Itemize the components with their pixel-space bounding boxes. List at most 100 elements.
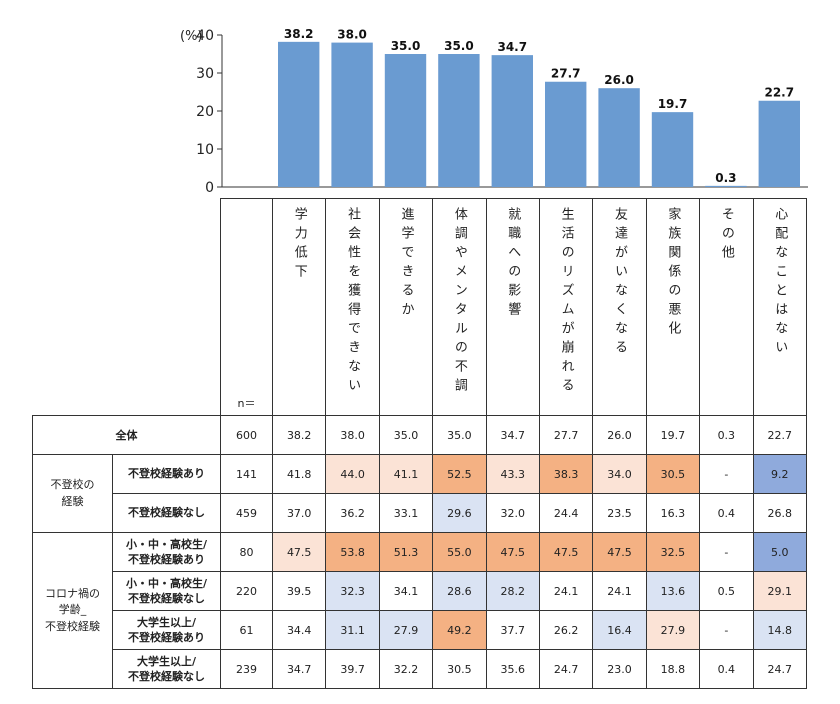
column-header-label: 生活のリズムが崩れる <box>558 207 574 397</box>
bar-7 <box>598 88 640 187</box>
row-label: 大学生以上/不登校経験なし <box>112 649 221 689</box>
table-cell: 19.7 <box>645 415 701 455</box>
y-unit-label: (%) <box>180 29 203 44</box>
bar-value-label: 19.7 <box>658 97 688 111</box>
bar-value-label: 35.0 <box>444 39 474 53</box>
column-header: 生活のリズムが崩れる <box>538 198 594 416</box>
table-cell: 27.9 <box>645 610 701 650</box>
table-cell: 34.1 <box>378 571 434 611</box>
table-cell: 37.0 <box>271 493 327 533</box>
table-cell: 41.1 <box>378 454 434 494</box>
column-header-label: 学力低下 <box>291 207 307 283</box>
bar-value-label: 26.0 <box>604 73 634 87</box>
table-cell: 32.5 <box>645 532 701 572</box>
bar-value-label: 38.2 <box>284 27 314 41</box>
n-value: 220 <box>220 571 273 611</box>
bar-value-label: 38.0 <box>337 28 367 42</box>
column-header-label: 進学できるか <box>398 207 414 321</box>
bar-4 <box>438 54 480 187</box>
table-cell: 38.0 <box>325 415 380 455</box>
row-label-line: 不登校経験あり <box>128 553 205 566</box>
bar-chart: (%) 0 10 20 30 40 38.2 38.0 35.0 35.0 34.7 27.7 26.0… <box>180 27 808 196</box>
table-cell: 0.4 <box>699 649 754 689</box>
table-cell: - <box>699 454 754 494</box>
column-header: 友達がいなくなる <box>592 198 647 416</box>
table-cell: 39.5 <box>271 571 327 611</box>
table-cell: - <box>699 532 754 572</box>
table-cell: 24.7 <box>752 649 807 689</box>
n-value: 141 <box>220 454 273 494</box>
total-row-label: 全体 <box>32 415 221 455</box>
table-cell: 14.8 <box>752 610 807 650</box>
table-cell: 43.3 <box>485 454 540 494</box>
n-value: 239 <box>220 649 273 689</box>
row-label-line: 不登校経験なし <box>128 670 205 683</box>
table-cell: 5.0 <box>752 532 807 572</box>
column-header-label: 就職への影響 <box>505 207 521 321</box>
row-label-line: 小・中・高校生/ <box>125 576 208 590</box>
column-header: 体調やメンタルの不調 <box>432 198 487 416</box>
n-value: 600 <box>220 415 273 455</box>
table-cell: 47.5 <box>538 532 594 572</box>
table-cell: 34.4 <box>271 610 327 650</box>
y-tick-label: 40 <box>196 28 214 44</box>
row-label: 小・中・高校生/不登校経験なし <box>112 571 221 611</box>
table-cell: 13.6 <box>645 571 701 611</box>
table-cell: 23.5 <box>592 493 647 533</box>
table-cell: 34.0 <box>592 454 647 494</box>
table-cell: 28.6 <box>432 571 487 611</box>
table-cell: 35.6 <box>485 649 540 689</box>
table-cell: 35.0 <box>432 415 487 455</box>
group-label-line: 不登校経験 <box>45 619 100 633</box>
table-cell: 52.5 <box>432 454 487 494</box>
bar-value-label: 35.0 <box>391 39 421 53</box>
table-cell: 39.7 <box>325 649 380 689</box>
table-cell: 47.5 <box>592 532 647 572</box>
table-cell: 28.2 <box>485 571 540 611</box>
table-cell: 26.8 <box>752 493 807 533</box>
column-header: 学力低下 <box>271 198 327 416</box>
row-label: 不登校経験あり <box>112 454 221 494</box>
y-tick-label: 0 <box>205 180 214 196</box>
column-header: 心配なことはない <box>752 198 807 416</box>
table-cell: 18.8 <box>645 649 701 689</box>
table-cell: 9.2 <box>752 454 807 494</box>
group-label-line: 経験 <box>61 494 84 508</box>
table-cell: 38.3 <box>538 454 594 494</box>
y-tick-label: 10 <box>196 142 214 158</box>
bar-value-label: 34.7 <box>497 40 527 54</box>
row-label-line: 不登校経験あり <box>128 631 205 644</box>
n-value: 80 <box>220 532 273 572</box>
row-label: 小・中・高校生/不登校経験あり <box>112 532 221 572</box>
table-cell: 38.2 <box>271 415 327 455</box>
table-cell: 16.3 <box>645 493 701 533</box>
table-cell: - <box>699 610 754 650</box>
table-cell: 24.7 <box>538 649 594 689</box>
table-cell: 30.5 <box>645 454 701 494</box>
table-corner-blank <box>32 198 221 416</box>
table-cell: 24.4 <box>538 493 594 533</box>
bar-value-label: 22.7 <box>764 86 794 100</box>
table-cell: 29.1 <box>752 571 807 611</box>
column-header-label: 体調やメンタルの不調 <box>451 207 467 397</box>
column-header-label: 心配なことはない <box>772 207 788 359</box>
row-label-line: 不登校経験あり <box>128 467 205 481</box>
table-cell: 27.7 <box>538 415 594 455</box>
row-label-line: 大学生以上/ <box>136 654 197 668</box>
table-cell: 53.8 <box>325 532 380 572</box>
table-cell: 0.3 <box>699 415 754 455</box>
table-cell: 47.5 <box>485 532 540 572</box>
table-cell: 23.0 <box>592 649 647 689</box>
row-label: 不登校経験なし <box>112 493 221 533</box>
column-header-label: 友達がいなくなる <box>612 207 628 359</box>
table-cell: 37.7 <box>485 610 540 650</box>
table-cell: 34.7 <box>485 415 540 455</box>
column-header: 社会性を獲得できない <box>325 198 380 416</box>
table-cell: 32.0 <box>485 493 540 533</box>
bar-5 <box>491 55 533 187</box>
bar-10 <box>758 100 800 187</box>
table-cell: 32.2 <box>378 649 434 689</box>
table-cell: 29.6 <box>432 493 487 533</box>
table-cell: 36.2 <box>325 493 380 533</box>
table-cell: 34.7 <box>271 649 327 689</box>
